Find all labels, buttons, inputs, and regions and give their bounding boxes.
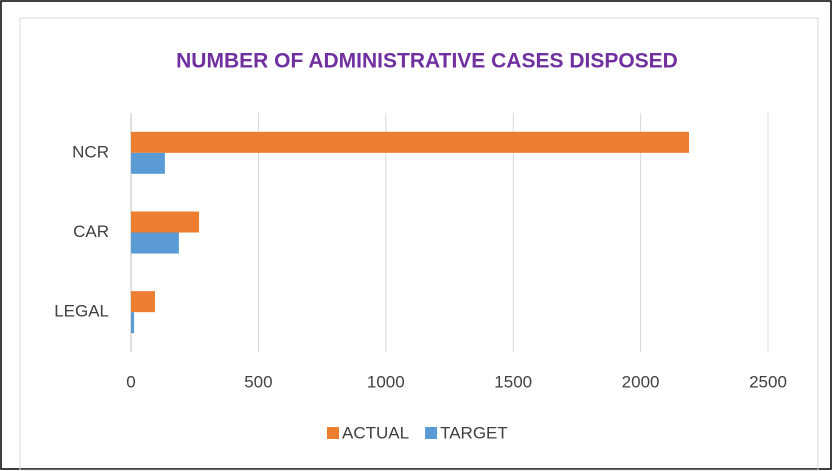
legend-label: TARGET	[440, 423, 508, 442]
x-tick-label: 500	[244, 372, 272, 391]
y-tick-label: CAR	[73, 222, 109, 241]
bar	[131, 152, 165, 174]
y-tick-label: NCR	[72, 142, 109, 161]
x-tick-label: 2000	[622, 372, 660, 391]
y-tick-label: LEGAL	[54, 302, 109, 321]
bar	[131, 312, 135, 334]
legend-swatch	[425, 427, 438, 439]
bar	[131, 131, 690, 153]
legend-label: ACTUAL	[342, 423, 409, 442]
x-tick-label: 1000	[367, 372, 405, 391]
bar	[131, 291, 155, 313]
chart-frame	[19, 17, 819, 471]
legend-swatch	[327, 427, 339, 439]
bar	[131, 232, 179, 254]
bar	[131, 211, 200, 233]
x-tick-label: 1500	[494, 372, 532, 391]
x-tick-label: 0	[126, 372, 135, 391]
x-tick-label: 2500	[749, 372, 787, 391]
chart-title: NUMBER OF ADMINISTRATIVE CASES DISPOSED	[176, 50, 678, 73]
